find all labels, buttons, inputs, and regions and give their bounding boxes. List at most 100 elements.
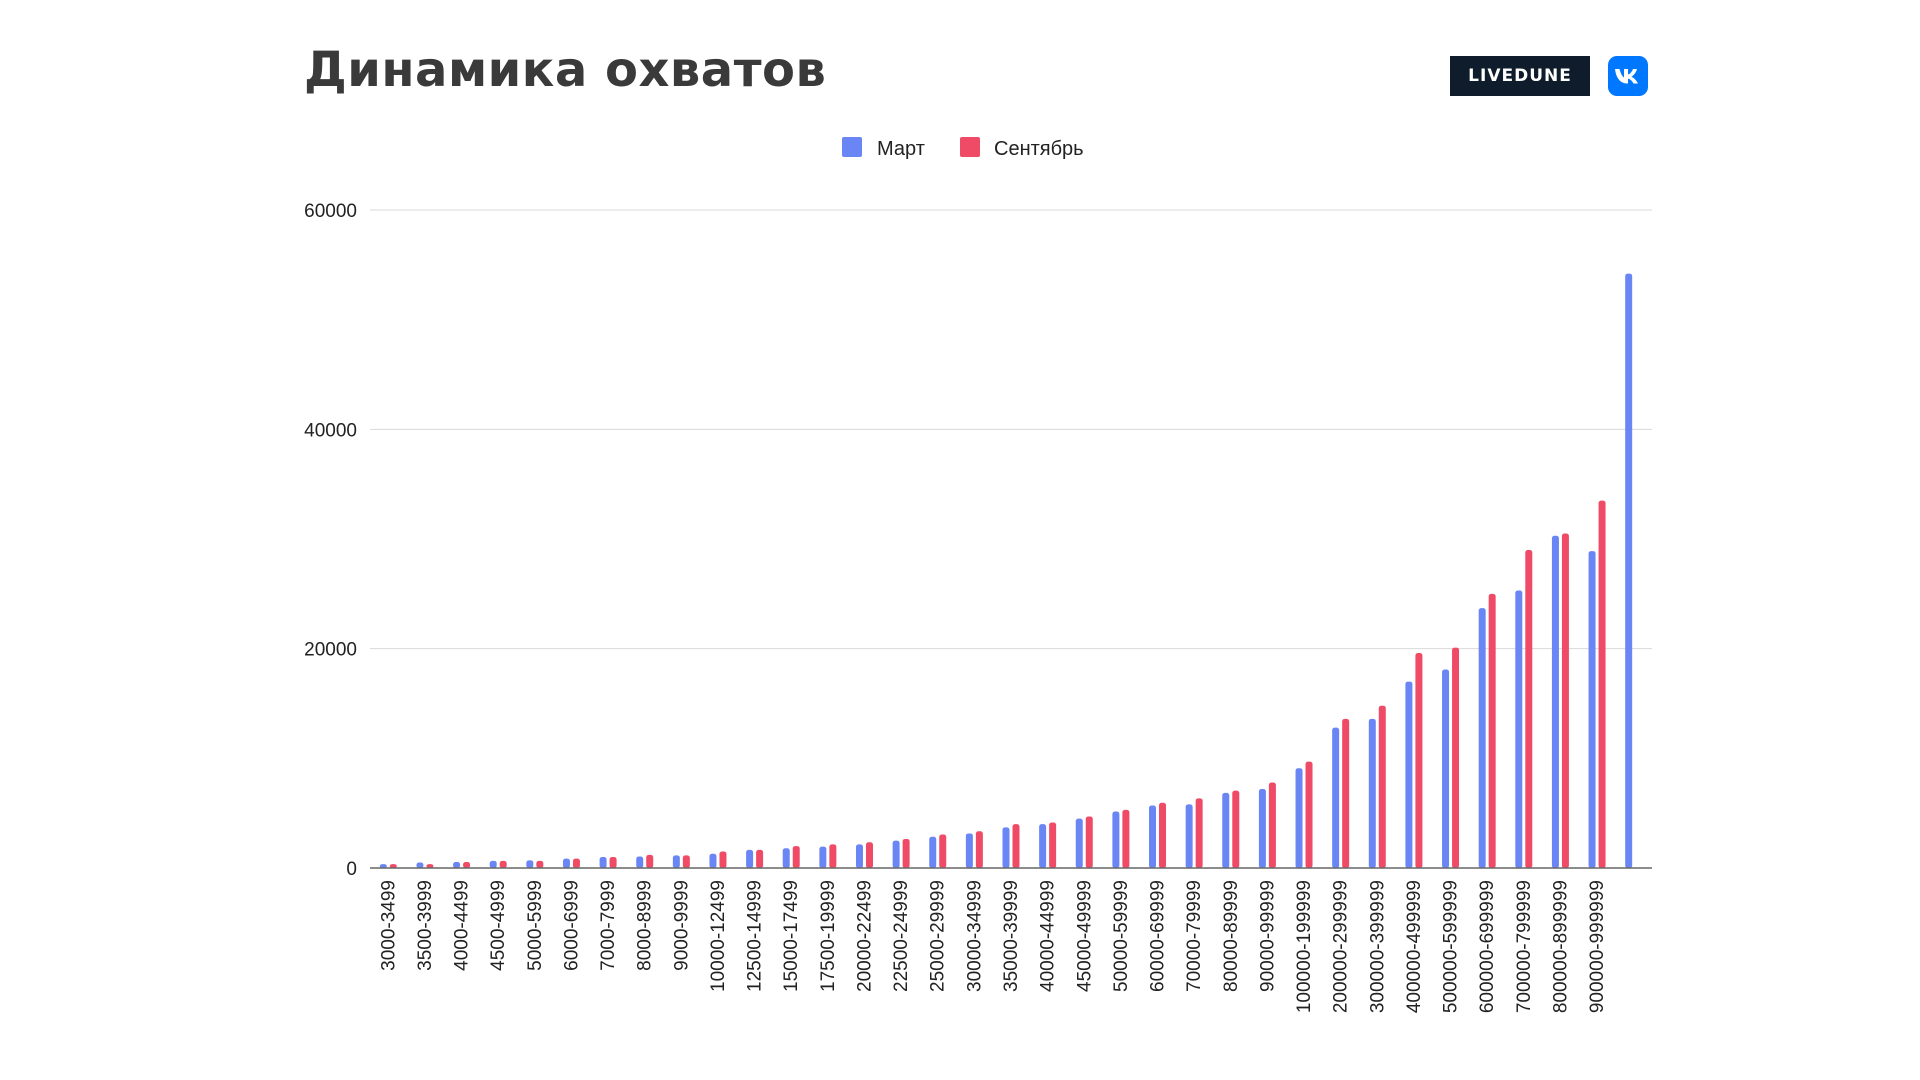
bar-september bbox=[1159, 802, 1167, 868]
bar-march bbox=[1185, 804, 1193, 868]
x-tick-label: 9000-9999 bbox=[671, 880, 692, 971]
bar-september bbox=[1085, 816, 1093, 868]
x-tick-label: 4000-4499 bbox=[452, 880, 473, 971]
bar-september bbox=[1342, 718, 1350, 868]
livedune-badge: LIVEDUNE bbox=[1450, 56, 1590, 96]
page-title: Динамика охватов bbox=[304, 42, 827, 98]
bar-march bbox=[892, 840, 900, 868]
bar-september bbox=[829, 844, 837, 868]
bar-march bbox=[1295, 768, 1303, 868]
bar-march bbox=[1075, 818, 1083, 868]
bar-march bbox=[1405, 681, 1413, 868]
bar-september bbox=[1598, 500, 1606, 868]
bar-march bbox=[636, 856, 644, 868]
bar-march bbox=[379, 864, 387, 868]
x-tick-label: 50000-59999 bbox=[1111, 880, 1132, 992]
bar-march bbox=[1442, 669, 1450, 868]
bar-september bbox=[792, 846, 800, 868]
x-tick-label: 60000-69999 bbox=[1148, 880, 1169, 992]
bar-march bbox=[819, 846, 827, 868]
x-tick-label: 17500-19999 bbox=[818, 880, 839, 992]
bar-september bbox=[389, 864, 397, 868]
y-tick-label: 0 bbox=[346, 859, 357, 880]
bar-march bbox=[1478, 608, 1486, 868]
legend-label-march: Март bbox=[877, 138, 925, 160]
bar-september bbox=[1378, 705, 1386, 868]
chart-bars bbox=[379, 273, 1633, 868]
chart-gridlines bbox=[370, 209, 1652, 650]
x-tick-label: 400000-499999 bbox=[1404, 880, 1425, 1013]
bar-september bbox=[1561, 533, 1569, 868]
bar-september bbox=[1415, 653, 1423, 868]
bar-march bbox=[1515, 590, 1523, 868]
bar-march bbox=[1258, 789, 1266, 868]
legend-swatch-september bbox=[960, 137, 980, 157]
bar-march bbox=[599, 857, 607, 868]
bar-september bbox=[1452, 647, 1460, 868]
x-axis-tick-labels: 3000-3499 3500-3999 4000-4499 4500-4999 5000… bbox=[378, 880, 1608, 1013]
x-tick-label: 8000-8999 bbox=[635, 880, 656, 971]
bar-march bbox=[929, 836, 937, 868]
x-tick-label: 15000-17499 bbox=[781, 880, 802, 992]
x-tick-label: 10000-12499 bbox=[708, 880, 729, 992]
legend-swatch-march bbox=[842, 137, 862, 157]
bar-march bbox=[416, 862, 424, 868]
y-tick-label: 60000 bbox=[304, 201, 357, 222]
x-tick-label: 3000-3499 bbox=[378, 880, 399, 971]
x-tick-label: 40000-44999 bbox=[1038, 880, 1059, 992]
x-tick-label: 30000-34999 bbox=[964, 880, 985, 992]
bar-september bbox=[1232, 790, 1240, 868]
bar-march bbox=[855, 844, 863, 868]
bar-september bbox=[463, 861, 471, 868]
bar-march bbox=[1222, 792, 1230, 868]
bar-september bbox=[1488, 593, 1496, 868]
x-tick-label: 25000-29999 bbox=[928, 880, 949, 992]
y-tick-label: 20000 bbox=[304, 640, 357, 661]
x-tick-label: 22500-24999 bbox=[891, 880, 912, 992]
bar-march bbox=[965, 833, 973, 868]
bar-september bbox=[536, 860, 544, 868]
bar-march bbox=[453, 861, 461, 868]
x-tick-label: 20000-22499 bbox=[854, 880, 875, 992]
x-tick-label: 900000-999999 bbox=[1587, 880, 1608, 1013]
x-tick-label: 6000-6999 bbox=[561, 880, 582, 971]
x-tick-label: 300000-399999 bbox=[1367, 880, 1388, 1013]
x-tick-label: 12500-14999 bbox=[745, 880, 766, 992]
x-tick-label: 700000-799999 bbox=[1514, 880, 1535, 1013]
bar-september bbox=[975, 831, 983, 868]
bar-march bbox=[1112, 811, 1120, 868]
x-tick-label: 5000-5999 bbox=[525, 880, 546, 971]
bar-march bbox=[1551, 535, 1559, 868]
bar-september bbox=[682, 855, 690, 868]
x-tick-label: 45000-49999 bbox=[1074, 880, 1095, 992]
bar-september bbox=[1195, 798, 1203, 868]
x-tick-label: 3500-3999 bbox=[415, 880, 436, 971]
bar-march bbox=[746, 849, 754, 868]
bar-march bbox=[1368, 718, 1376, 868]
bar-september bbox=[939, 834, 947, 868]
x-tick-label: 100000-199999 bbox=[1294, 880, 1315, 1013]
bar-september bbox=[646, 854, 654, 868]
bar-march bbox=[526, 860, 534, 868]
legend-label-september: Сентябрь bbox=[994, 138, 1084, 160]
bar-september bbox=[572, 858, 580, 868]
bar-september bbox=[1122, 809, 1130, 868]
bar-september bbox=[1268, 782, 1276, 868]
x-tick-label: 90000-99999 bbox=[1257, 880, 1278, 992]
bar-march bbox=[672, 855, 680, 868]
bar-september bbox=[902, 838, 910, 868]
bar-march bbox=[1625, 273, 1633, 868]
bar-september bbox=[719, 851, 727, 868]
bar-september bbox=[1012, 824, 1020, 868]
x-tick-label: 500000-599999 bbox=[1441, 880, 1462, 1013]
bar-september bbox=[499, 860, 507, 868]
x-tick-label: 35000-39999 bbox=[1001, 880, 1022, 992]
bar-march bbox=[782, 848, 790, 868]
vk-logo-icon-glyph bbox=[1615, 69, 1638, 84]
bar-september bbox=[865, 842, 873, 868]
chart-legend: Март Сентябрь bbox=[842, 137, 1084, 160]
bar-march bbox=[1002, 827, 1010, 868]
bar-september bbox=[426, 864, 434, 868]
